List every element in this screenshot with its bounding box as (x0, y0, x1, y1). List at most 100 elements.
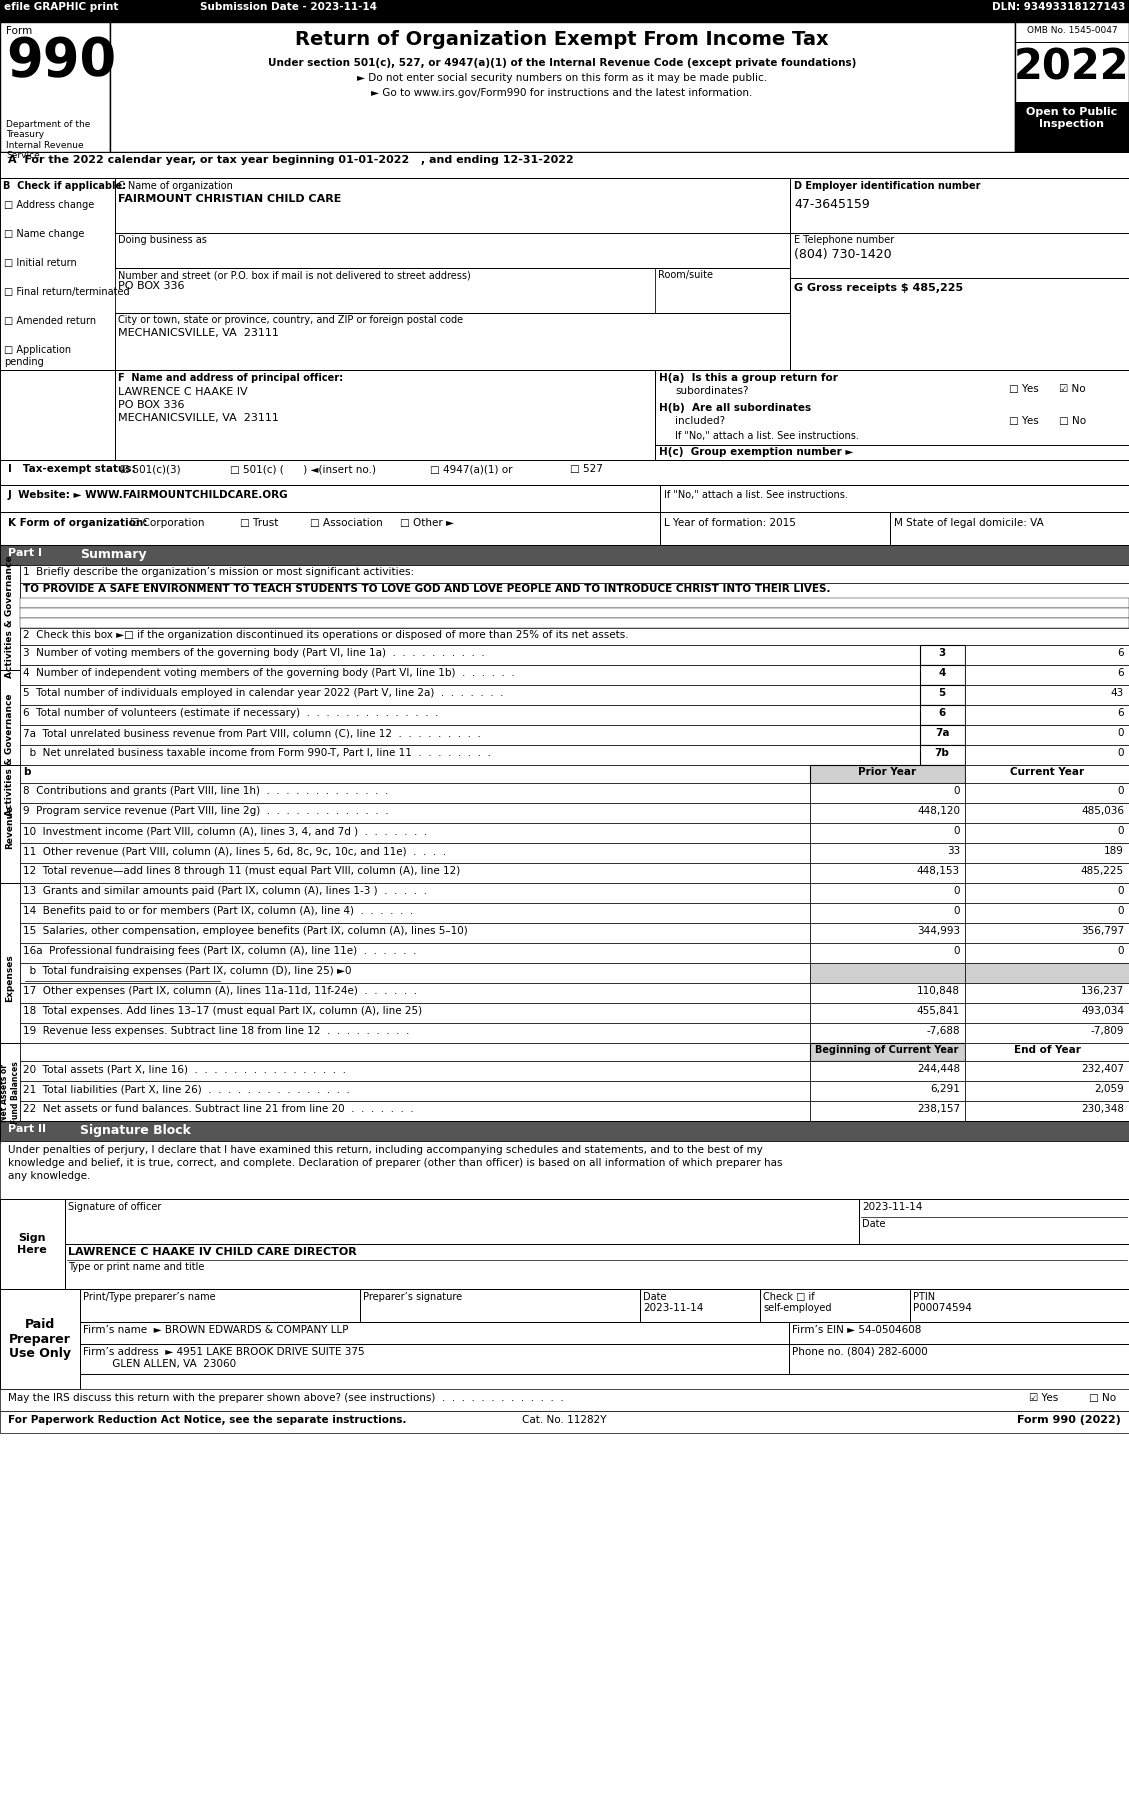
Text: Current Year: Current Year (1010, 767, 1084, 776)
Bar (809, 883, 965, 903)
Text: Beginning of Current Year: Beginning of Current Year (815, 1045, 959, 1056)
Text: 4: 4 (938, 668, 946, 678)
Bar (20, 824, 809, 844)
Text: G Gross receipts $ 485,225: G Gross receipts $ 485,225 (794, 283, 963, 294)
Bar (20, 582, 1129, 599)
Bar (0, 152, 1129, 178)
Text: 0: 0 (954, 945, 960, 956)
Text: 5  Total number of individuals employed in calendar year 2022 (Part V, line 2a) : 5 Total number of individuals employed i… (23, 688, 504, 698)
Bar (965, 863, 1129, 883)
Bar (1015, 102, 1129, 152)
Text: 1  Briefly describe the organization’s mission or most significant activities:: 1 Briefly describe the organization’s mi… (23, 568, 414, 577)
Text: 230,348: 230,348 (1080, 1105, 1124, 1114)
Bar (0, 1043, 20, 1143)
Bar (20, 599, 1129, 608)
Bar (1015, 22, 1129, 152)
Text: LAWRENCE C HAAKE IV: LAWRENCE C HAAKE IV (119, 386, 247, 397)
Bar (0, 484, 660, 512)
Text: Type or print name and title: Type or print name and title (68, 1263, 204, 1272)
Bar (0, 1390, 1129, 1411)
Bar (80, 1322, 789, 1344)
Text: 15  Salaries, other compensation, employee benefits (Part IX, column (A), lines : 15 Salaries, other compensation, employe… (23, 925, 467, 936)
Bar (0, 178, 115, 370)
Text: D Employer identification number: D Employer identification number (794, 181, 980, 190)
Text: 455,841: 455,841 (917, 1007, 960, 1016)
Text: LAWRENCE C HAAKE IV CHILD CARE DIRECTOR: LAWRENCE C HAAKE IV CHILD CARE DIRECTOR (68, 1246, 357, 1257)
Text: 2,059: 2,059 (1094, 1085, 1124, 1094)
Text: 448,153: 448,153 (917, 865, 960, 876)
Text: M State of legal domicile: VA: M State of legal domicile: VA (894, 519, 1043, 528)
Text: Cat. No. 11282Y: Cat. No. 11282Y (522, 1415, 606, 1426)
Bar (809, 923, 965, 943)
Bar (0, 370, 115, 461)
Text: □ Initial return: □ Initial return (5, 258, 77, 268)
Bar (910, 1290, 1129, 1322)
Bar (20, 883, 809, 903)
Bar (809, 784, 965, 804)
Bar (20, 646, 920, 666)
Bar (20, 1061, 809, 1081)
Text: L Year of formation: 2015: L Year of formation: 2015 (664, 519, 796, 528)
Text: 17  Other expenses (Part IX, column (A), lines 11a-11d, 11f-24e)  .  .  .  .  . : 17 Other expenses (Part IX, column (A), … (23, 987, 417, 996)
Bar (809, 804, 965, 824)
Text: 5: 5 (938, 688, 946, 698)
Text: TO PROVIDE A SAFE ENVIRONMENT TO TEACH STUDENTS TO LOVE GOD AND LOVE PEOPLE AND : TO PROVIDE A SAFE ENVIRONMENT TO TEACH S… (23, 584, 831, 593)
Bar (809, 983, 965, 1003)
Text: B  Check if applicable:: B Check if applicable: (3, 181, 126, 190)
Text: Signature of officer: Signature of officer (68, 1203, 161, 1212)
Text: Preparer’s signature: Preparer’s signature (364, 1292, 462, 1302)
Bar (920, 746, 965, 766)
Text: Date: Date (863, 1219, 885, 1230)
Text: If "No," attach a list. See instructions.: If "No," attach a list. See instructions… (664, 490, 848, 501)
Text: □ Trust: □ Trust (240, 519, 279, 528)
Text: Under section 501(c), 527, or 4947(a)(1) of the Internal Revenue Code (except pr: Under section 501(c), 527, or 4947(a)(1)… (268, 58, 856, 67)
Text: ☑ Yes: ☑ Yes (1029, 1393, 1058, 1402)
Text: E Telephone number: E Telephone number (794, 236, 894, 245)
Text: 4  Number of independent voting members of the governing body (Part VI, line 1b): 4 Number of independent voting members o… (23, 668, 515, 678)
Bar (965, 784, 1129, 804)
Text: OMB No. 1545-0047: OMB No. 1545-0047 (1026, 25, 1118, 34)
Text: 7a  Total unrelated business revenue from Part VIII, column (C), line 12  .  .  : 7a Total unrelated business revenue from… (23, 727, 481, 738)
Text: 7a: 7a (935, 727, 949, 738)
Bar (0, 1290, 80, 1390)
Bar (0, 461, 1129, 484)
Bar (0, 669, 20, 840)
Text: b: b (23, 767, 30, 776)
Text: (804) 730-1420: (804) 730-1420 (794, 249, 892, 261)
Text: Return of Organization Exempt From Income Tax: Return of Organization Exempt From Incom… (295, 31, 829, 49)
Text: Sign
Here: Sign Here (17, 1234, 47, 1255)
Bar (965, 686, 1129, 706)
Text: Number and street (or P.O. box if mail is not delivered to street address): Number and street (or P.O. box if mail i… (119, 270, 471, 279)
Bar (965, 804, 1129, 824)
Bar (660, 484, 1129, 512)
Bar (965, 726, 1129, 746)
Bar (115, 370, 655, 461)
Text: 0: 0 (954, 785, 960, 796)
Text: 9  Program service revenue (Part VIII, line 2g)  .  .  .  .  .  .  .  .  .  .  .: 9 Program service revenue (Part VIII, li… (23, 805, 388, 816)
Text: 12  Total revenue—add lines 8 through 11 (must equal Part VIII, column (A), line: 12 Total revenue—add lines 8 through 11 … (23, 865, 461, 876)
Text: 238,157: 238,157 (917, 1105, 960, 1114)
Text: 0: 0 (1118, 885, 1124, 896)
Text: □ No: □ No (1059, 415, 1086, 426)
Text: -7,809: -7,809 (1091, 1027, 1124, 1036)
Text: 6: 6 (1118, 707, 1124, 718)
Text: Paid
Preparer
Use Only: Paid Preparer Use Only (9, 1317, 71, 1360)
Text: efile GRAPHIC print: efile GRAPHIC print (5, 2, 119, 13)
Text: Activities & Governance: Activities & Governance (6, 693, 15, 816)
Text: 2023-11-14: 2023-11-14 (644, 1302, 703, 1313)
Bar (65, 1244, 1129, 1290)
Bar (115, 268, 655, 314)
Text: 0: 0 (1118, 905, 1124, 916)
Text: 6,291: 6,291 (930, 1085, 960, 1094)
Bar (0, 22, 110, 152)
Text: PO BOX 336: PO BOX 336 (119, 281, 184, 290)
Bar (809, 943, 965, 963)
Text: 485,225: 485,225 (1080, 865, 1124, 876)
Bar (920, 726, 965, 746)
Text: K Form of organization:: K Form of organization: (8, 519, 148, 528)
Bar (809, 1061, 965, 1081)
Text: 189: 189 (1104, 845, 1124, 856)
Text: A  For the 2022 calendar year, or tax year beginning 01-01-2022   , and ending 1: A For the 2022 calendar year, or tax yea… (8, 154, 574, 165)
Text: C Name of organization: C Name of organization (119, 181, 233, 190)
Bar (20, 1003, 809, 1023)
